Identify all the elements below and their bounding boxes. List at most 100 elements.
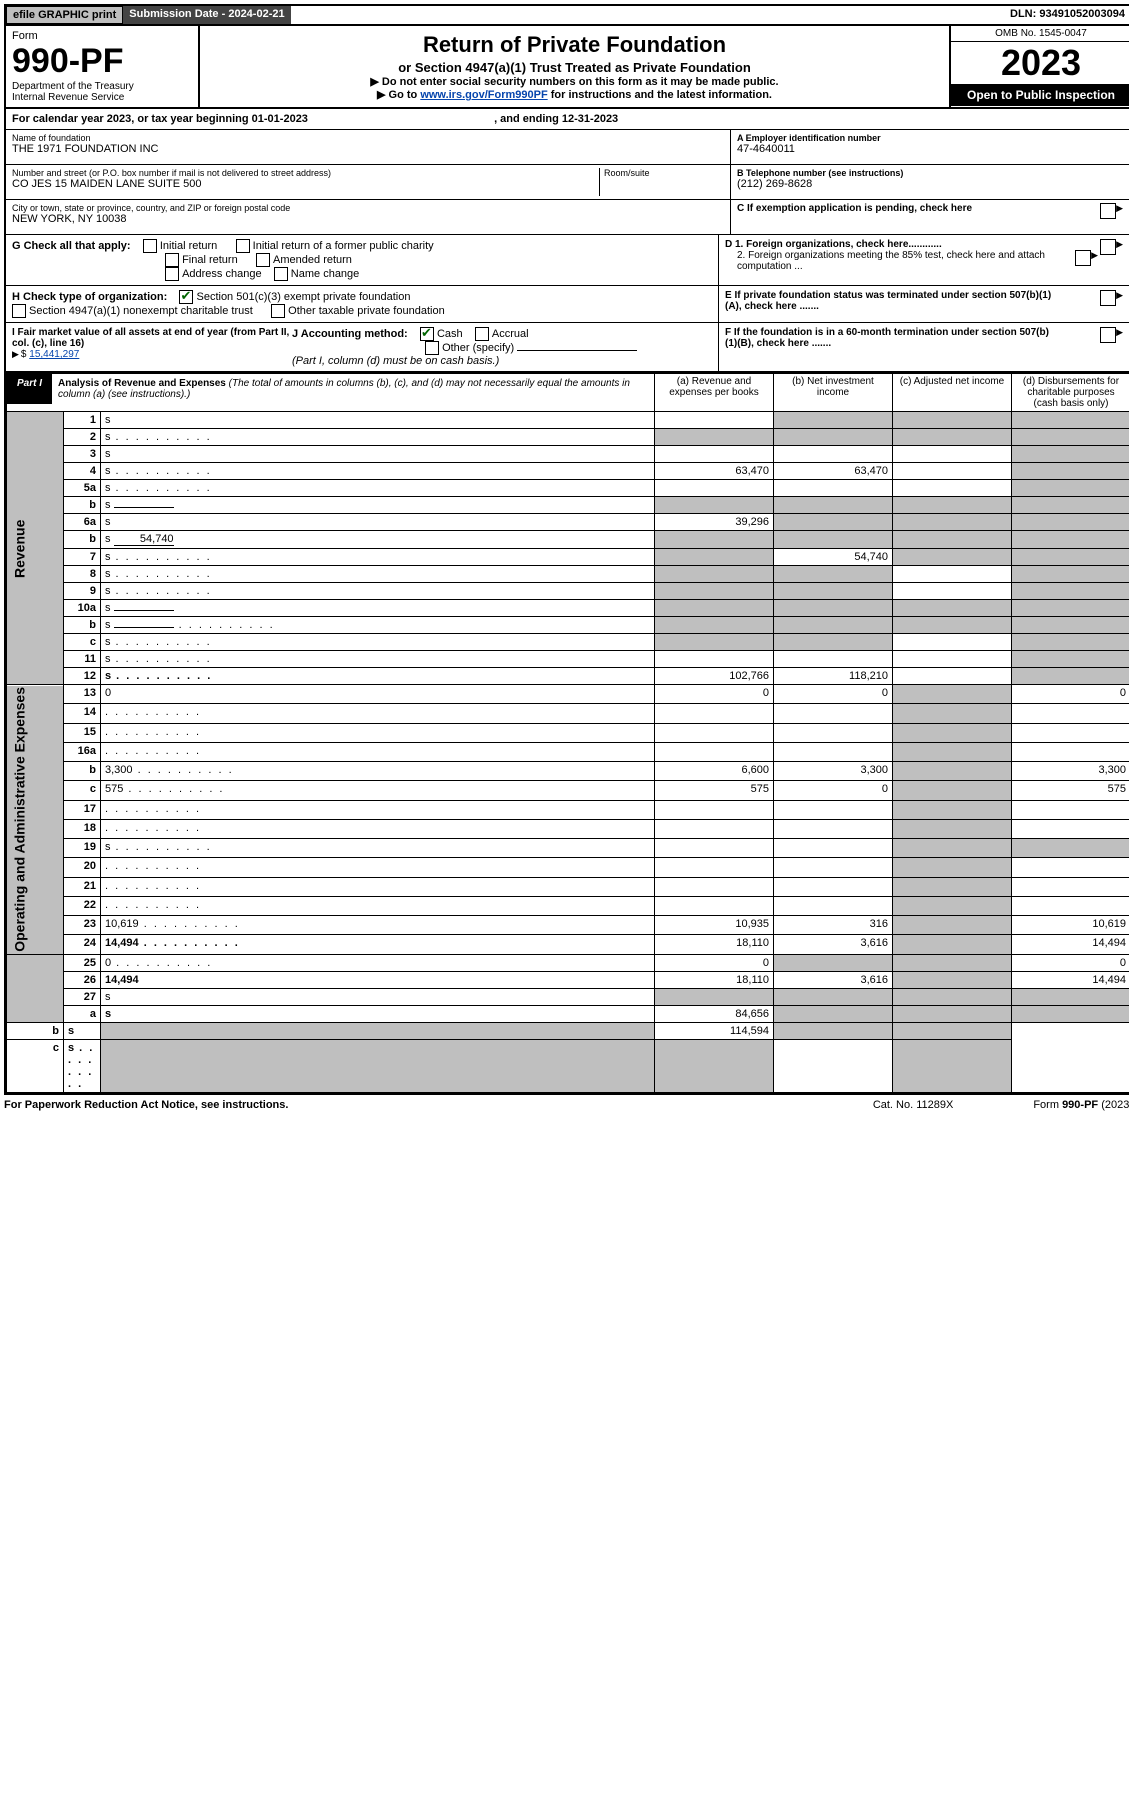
line-description: s: [101, 600, 655, 617]
cell-d: 14,494: [1012, 935, 1129, 954]
cell-b: [774, 651, 893, 668]
cell-c: [893, 742, 1012, 761]
checkbox-initial-return[interactable]: [143, 239, 157, 253]
cell-a: [655, 446, 774, 463]
efile-print-button[interactable]: efile GRAPHIC print: [6, 6, 123, 24]
cell-d: [1012, 723, 1129, 742]
cell-d: 14,494: [1012, 971, 1129, 988]
checkbox-f[interactable]: [1100, 327, 1116, 343]
cell-a: 63,470: [655, 463, 774, 480]
checkbox-address-change[interactable]: [165, 267, 179, 281]
h-org-type: H Check type of organization: Section 50…: [6, 286, 718, 322]
address-cell: Number and street (or P.O. box number if…: [6, 165, 730, 200]
line-description: s: [101, 634, 655, 651]
cell-b: 118,210: [774, 668, 893, 685]
footer-paperwork: For Paperwork Reduction Act Notice, see …: [4, 1099, 873, 1111]
irs-link[interactable]: www.irs.gov/Form990PF: [420, 89, 547, 101]
line-description: s: [101, 651, 655, 668]
line-description: s 54,740: [101, 531, 655, 549]
line-number: 13: [64, 685, 101, 704]
cell-b: 3,616: [774, 935, 893, 954]
cell-b: [774, 723, 893, 742]
cell-b: 316: [774, 916, 893, 935]
checkbox-amended[interactable]: [256, 253, 270, 267]
cell-b: [774, 704, 893, 723]
checkbox-accrual[interactable]: [475, 327, 489, 341]
cell-d: [1012, 549, 1129, 566]
checkbox-name-change[interactable]: [274, 267, 288, 281]
cell-c: [893, 668, 1012, 685]
checkbox-other-taxable[interactable]: [271, 304, 285, 318]
cell-d: [1012, 839, 1129, 858]
line-description: s: [101, 446, 655, 463]
line-number: 17: [64, 800, 101, 819]
table-row: Operating and Administrative Expenses130…: [7, 685, 1129, 704]
cell-d: [1012, 600, 1129, 617]
checkbox-d1[interactable]: [1100, 239, 1116, 255]
cell-c: [893, 583, 1012, 600]
cell-c: [893, 781, 1012, 800]
line-number: 6a: [64, 514, 101, 531]
cell-a: 39,296: [655, 514, 774, 531]
checkbox-501c3[interactable]: [179, 290, 193, 304]
dln: DLN: 93491052003094: [1004, 6, 1129, 24]
ein-cell: A Employer identification number 47-4640…: [731, 130, 1129, 165]
cell-b: [774, 1005, 893, 1022]
line-description: 14,494: [101, 935, 655, 954]
cell-a: [655, 497, 774, 514]
line-description: [101, 858, 655, 877]
phone: (212) 269-8628: [737, 178, 1125, 190]
fmv-link[interactable]: 15,441,297: [29, 349, 79, 360]
cell-c: [893, 531, 1012, 549]
cell-a: [655, 634, 774, 651]
cell-a: 84,656: [655, 1005, 774, 1022]
line-number: 8: [64, 566, 101, 583]
cell-d: [1012, 583, 1129, 600]
bottom-side-spacer: [7, 954, 64, 1022]
line-description: 575: [101, 781, 655, 800]
inline-amount: [114, 627, 174, 628]
cell-a: [655, 480, 774, 497]
cell-d: [1012, 429, 1129, 446]
table-row: 2614,49418,1103,61614,494: [7, 971, 1129, 988]
checkbox-initial-former[interactable]: [236, 239, 250, 253]
cell-c: [774, 1039, 893, 1092]
cell-b: [774, 819, 893, 838]
foundation-name-cell: Name of foundation THE 1971 FOUNDATION I…: [6, 130, 730, 165]
phone-cell: B Telephone number (see instructions) (2…: [731, 165, 1129, 200]
foundation-name: THE 1971 FOUNDATION INC: [12, 143, 724, 155]
cell-b: 63,470: [774, 463, 893, 480]
checkbox-e[interactable]: [1100, 290, 1116, 306]
cell-c: [893, 412, 1012, 429]
line-description: s: [101, 480, 655, 497]
cell-b: [774, 742, 893, 761]
cell-c: [893, 858, 1012, 877]
cell-d: [1012, 412, 1129, 429]
cell-a: [655, 651, 774, 668]
checkbox-cash[interactable]: [420, 327, 434, 341]
cell-c: [893, 685, 1012, 704]
cell-d: [1012, 896, 1129, 915]
cell-d: 575: [1012, 781, 1129, 800]
line-description: s: [101, 583, 655, 600]
table-row: as84,656: [7, 1005, 1129, 1022]
checkbox-d2[interactable]: [1075, 250, 1091, 266]
cell-d: [1012, 514, 1129, 531]
cell-b: 3,616: [774, 971, 893, 988]
cell-b: [774, 446, 893, 463]
cell-b: [774, 617, 893, 634]
cell-b: [774, 634, 893, 651]
line-number: 19: [64, 839, 101, 858]
checkbox-other-method[interactable]: [425, 341, 439, 355]
cell-a: 18,110: [655, 935, 774, 954]
checkbox-4947[interactable]: [12, 304, 26, 318]
cell-a: [655, 877, 774, 896]
cell-b: [774, 583, 893, 600]
line-number: 7: [64, 549, 101, 566]
cell-d: [1012, 877, 1129, 896]
checkbox-final-return[interactable]: [165, 253, 179, 267]
cell-b: [774, 480, 893, 497]
checkbox-c[interactable]: [1100, 203, 1116, 219]
cell-c: [893, 1005, 1012, 1022]
cell-a: 6,600: [655, 762, 774, 781]
